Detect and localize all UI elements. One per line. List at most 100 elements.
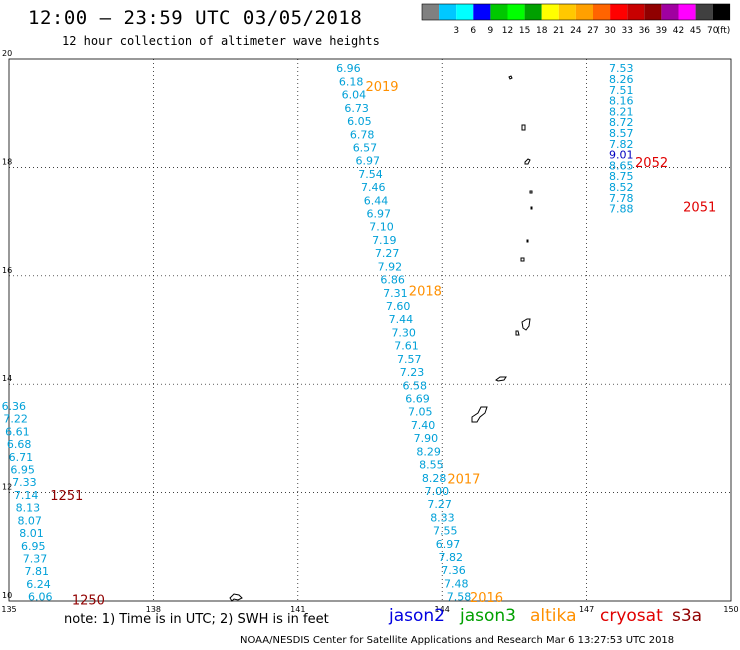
lat-tick-label: 18 (2, 157, 12, 166)
swh-value: 7.36 (441, 564, 466, 577)
swh-value: 7.00 (425, 485, 450, 498)
lat-tick-label: 14 (2, 374, 12, 383)
swh-value: 7.92 (378, 260, 403, 273)
legend-swatch (558, 4, 576, 20)
island (521, 124, 526, 131)
legend-swatch (541, 4, 559, 20)
pass-time-label: 2019 (365, 80, 398, 95)
legend-swatch (610, 4, 628, 20)
swh-value: 7.05 (408, 406, 433, 419)
swh-value: 6.44 (364, 194, 389, 207)
swh-value: 6.05 (347, 115, 372, 128)
swh-value: 8.28 (422, 472, 447, 485)
legend-tick-label: 27 (587, 26, 598, 36)
legend-cryosat: cryosat (600, 606, 663, 626)
swh-tracks: 6.966.186.046.736.056.786.576.977.547.46… (2, 62, 634, 603)
legend-swatch (661, 4, 679, 20)
legend-tick-label: 33 (621, 26, 632, 36)
swh-value: 7.27 (375, 247, 400, 260)
swh-value: 7.81 (25, 565, 50, 578)
axis-ticks: 135 138 141 144 147 150 10 12 14 16 18 20 (1, 49, 738, 614)
swh-value: 8.52 (609, 181, 634, 194)
footer-note: note: 1) Time is in UTC; 2) SWH is in fe… (64, 612, 329, 627)
legend-tick-label: 15 (519, 26, 530, 36)
swh-value: 7.37 (23, 553, 48, 566)
island (529, 190, 533, 194)
swh-value: 6.78 (350, 128, 375, 141)
swh-value: 6.58 (403, 379, 428, 392)
swh-value: 6.97 (367, 208, 392, 221)
legend-swatch (695, 4, 713, 20)
chart-subtitle: 12 hour collection of altimeter wave hei… (62, 34, 380, 48)
swh-value: 6.86 (380, 274, 405, 287)
legend-swatch (712, 4, 730, 20)
legend-tick-label: 70 (707, 26, 719, 36)
lon-tick-label: 138 (146, 605, 161, 614)
legend-tick-label: 36 (639, 26, 651, 36)
swh-value: 6.06 (28, 591, 53, 604)
pass-time-label: 2017 (447, 473, 480, 488)
swh-value: 7.19 (372, 234, 397, 247)
legend-swatch (575, 4, 593, 20)
swh-value: 8.16 (609, 95, 634, 108)
swh-value: 7.82 (438, 551, 463, 564)
swh-value: 6.71 (9, 451, 34, 464)
legend-swatch (593, 4, 611, 20)
legend-swatch (678, 4, 696, 20)
island-saipan (521, 318, 531, 331)
swh-value: 8.26 (609, 73, 634, 86)
swh-value: 6.95 (10, 463, 35, 476)
swh-value: 8.55 (419, 459, 444, 472)
legend-jason2: jason2 (389, 606, 445, 626)
color-legend: 3 6 9 12 15 18 21 24 27 30 33 36 39 42 45 70(ft) (421, 3, 731, 36)
swh-value: 8.33 (430, 511, 455, 524)
swh-value: 6.95 (21, 540, 46, 553)
swh-value: 7.40 (411, 419, 436, 432)
coastlines (229, 75, 533, 602)
legend-swatch (627, 4, 645, 20)
lat-tick-label: 10 (2, 591, 12, 600)
lat-tick-label: 16 (2, 266, 12, 275)
island (508, 75, 513, 80)
legend-jason3: jason3 (460, 606, 516, 626)
swh-value: 8.21 (609, 105, 634, 118)
swh-value: 7.48 (444, 577, 469, 590)
swh-value: 8.65 (609, 159, 634, 172)
swh-value: 8.01 (19, 527, 44, 540)
swh-value: 7.54 (358, 168, 383, 181)
lon-tick-label: 150 (723, 605, 738, 614)
island (526, 239, 529, 243)
legend-tick-label: 6 (470, 26, 476, 36)
swh-value: 6.69 (405, 392, 430, 405)
legend-altika: altika (530, 606, 577, 626)
grid-lines (8, 58, 732, 602)
lon-tick-label: 144 (435, 605, 450, 614)
swh-value: 7.57 (397, 353, 422, 366)
swh-value: 6.04 (342, 89, 367, 102)
swh-value: 7.58 (447, 591, 472, 604)
legend-tick-label: 3 (453, 26, 459, 36)
legend-unit: (ft) (717, 26, 731, 36)
lon-tick-label: 135 (1, 605, 16, 614)
swh-value: 7.82 (609, 138, 634, 151)
legend-tick-label: 21 (553, 26, 564, 36)
swh-value: 8.72 (609, 116, 634, 129)
island (530, 206, 533, 210)
legend-tick-label: 24 (570, 26, 582, 36)
island (520, 257, 525, 262)
swh-value: 7.51 (609, 84, 634, 97)
pass-time-label: 2018 (409, 284, 442, 299)
legend-swatch (456, 4, 474, 20)
swh-value: 6.57 (353, 141, 378, 154)
chart-title: 12:00 – 23:59 UTC 03/05/2018 (28, 7, 363, 29)
legend-tick-label: 12 (502, 26, 513, 36)
swh-value: 7.27 (427, 498, 452, 511)
swh-value: 7.88 (609, 203, 634, 216)
credit-line: NOAA/NESDIS Center for Satellite Applica… (240, 635, 675, 646)
island-yap (229, 593, 243, 602)
legend-s3a: s3a (672, 606, 703, 626)
swh-value: 6.18 (339, 75, 364, 88)
lat-tick-label: 12 (2, 483, 12, 492)
legend-swatch (490, 4, 508, 20)
